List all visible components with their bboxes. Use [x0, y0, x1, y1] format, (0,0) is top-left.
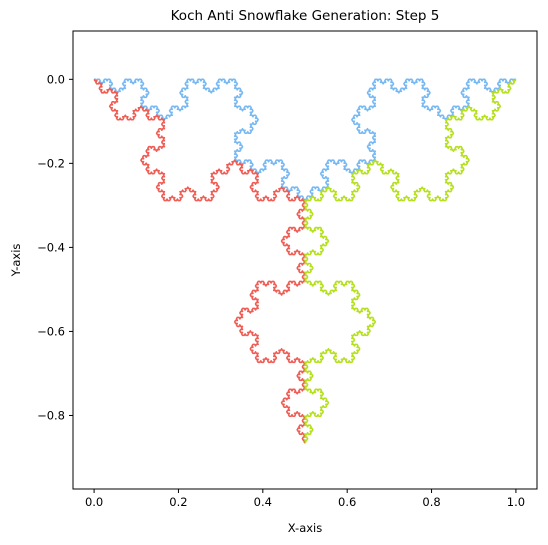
y-tick-label: −0.6: [37, 324, 65, 338]
x-tick-label: 0.8: [422, 495, 440, 509]
y-tick-label: −0.4: [37, 240, 65, 254]
x-tick-label: 0.0: [85, 495, 103, 509]
y-tick-label: −0.8: [37, 408, 65, 422]
x-ticks: 0.0 0.2 0.4 0.6 0.8 1.0: [85, 489, 525, 509]
plot-curves: [93, 78, 517, 444]
y-tick-label: 0.0: [47, 72, 65, 86]
x-tick-label: 1.0: [507, 495, 525, 509]
chart-title: Koch Anti Snowflake Generation: Step 5: [171, 8, 440, 24]
y-tick-label: −0.2: [37, 156, 65, 170]
x-axis-label: X-axis: [288, 521, 323, 535]
koch-segment-1: [94, 78, 516, 202]
x-tick-label: 0.6: [338, 495, 356, 509]
x-tick-label: 0.2: [169, 495, 187, 509]
y-ticks: 0.0 −0.2 −0.4 −0.6 −0.8: [37, 72, 73, 422]
x-tick-label: 0.4: [254, 495, 272, 509]
koch-segment-2: [93, 78, 306, 444]
koch-segment-3: [304, 78, 517, 444]
y-axis-label: Y-axis: [9, 244, 23, 278]
plot-frame: [72, 30, 538, 490]
